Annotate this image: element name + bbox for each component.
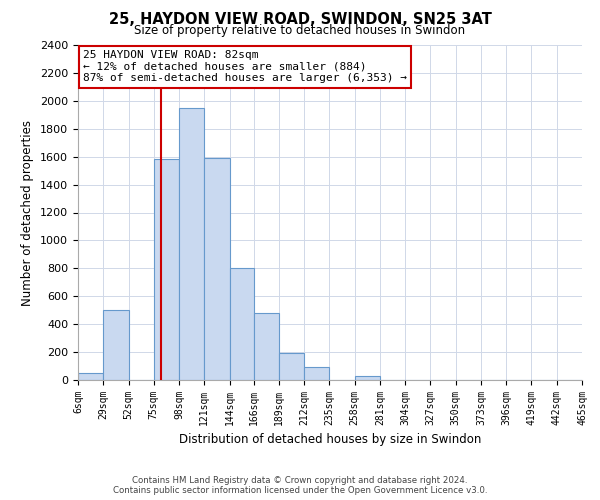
Bar xyxy=(154,160,179,380)
Bar xyxy=(304,368,329,380)
X-axis label: Distribution of detached houses by size in Swindon: Distribution of detached houses by size … xyxy=(179,434,481,446)
Text: 25 HAYDON VIEW ROAD: 82sqm
← 12% of detached houses are smaller (884)
87% of sem: 25 HAYDON VIEW ROAD: 82sqm ← 12% of deta… xyxy=(83,50,407,83)
Bar xyxy=(204,158,230,380)
Bar xyxy=(179,108,204,380)
Bar xyxy=(279,354,304,380)
Bar xyxy=(254,313,279,380)
Bar xyxy=(103,310,128,380)
Y-axis label: Number of detached properties: Number of detached properties xyxy=(22,120,34,306)
Text: 25, HAYDON VIEW ROAD, SWINDON, SN25 3AT: 25, HAYDON VIEW ROAD, SWINDON, SN25 3AT xyxy=(109,12,491,28)
Bar xyxy=(230,268,254,380)
Text: Size of property relative to detached houses in Swindon: Size of property relative to detached ho… xyxy=(134,24,466,37)
Bar xyxy=(78,373,103,380)
Text: Contains HM Land Registry data © Crown copyright and database right 2024.
Contai: Contains HM Land Registry data © Crown c… xyxy=(113,476,487,495)
Bar xyxy=(355,376,380,380)
